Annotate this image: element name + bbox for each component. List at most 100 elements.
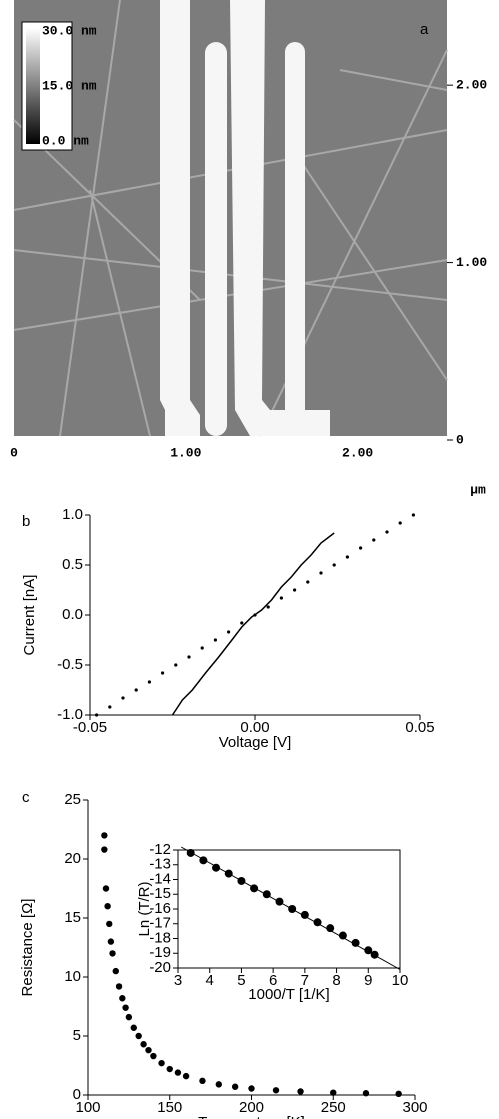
y-tick-label: 1.0 (62, 506, 83, 523)
data-point (411, 513, 415, 517)
data-point (326, 924, 335, 933)
y-tick-label: 0.0 (62, 606, 83, 623)
data-point (266, 605, 270, 609)
data-point (140, 1041, 147, 1048)
x-tick-label: 3 (174, 972, 182, 989)
x-tick-label: 9 (364, 972, 372, 989)
data-point (187, 655, 191, 659)
y-tick-label: -0.5 (57, 656, 83, 673)
data-point (215, 1081, 222, 1088)
data-point (351, 938, 360, 947)
x-tick-label: 100 (75, 1099, 100, 1116)
y-axis-label: Current [nA] (21, 575, 38, 656)
x-tick-label: 200 (239, 1099, 264, 1116)
x-tick-label: 5 (237, 972, 245, 989)
y-tick-label: 20 (64, 850, 81, 867)
data-point (115, 983, 123, 990)
y-axis-label: Ln (T/R) (136, 881, 153, 936)
data-point (130, 1024, 137, 1031)
data-point (158, 1059, 165, 1067)
data-point (107, 938, 115, 945)
y-tick-label: -12 (149, 841, 171, 858)
afm-image (13, 0, 448, 437)
x-axis-label: Voltage [V] (219, 734, 292, 751)
x-tick-label: 0 (10, 445, 18, 460)
y-tick-label: -18 (149, 929, 171, 946)
y-tick-label: -1.0 (57, 706, 83, 723)
data-point (398, 521, 402, 525)
data-point (112, 967, 119, 975)
y-tick-label: -13 (149, 856, 171, 873)
y-tick-label: -14 (149, 870, 171, 887)
data-point (106, 920, 113, 928)
data-point (338, 931, 347, 940)
data-point (385, 530, 389, 534)
data-point (102, 885, 110, 892)
x-tick-label: 0.05 (405, 719, 434, 736)
y-tick-label: 25 (64, 791, 81, 808)
data-point (200, 646, 204, 650)
data-point (199, 1077, 206, 1085)
y-tick-label: 10 (64, 968, 81, 985)
data-point (145, 1046, 152, 1054)
y-tick-label: -16 (149, 900, 171, 917)
x-tick-label: 2.00 (342, 445, 373, 460)
data-point (186, 848, 195, 857)
data-point (395, 1090, 402, 1098)
colorbar-label: 30.0 nm (42, 23, 97, 38)
data-point (161, 671, 165, 675)
x-tick-label: 1.00 (170, 445, 201, 460)
data-point (108, 705, 112, 709)
data-point (213, 638, 217, 642)
data-point (95, 713, 99, 717)
data-point (330, 1089, 337, 1096)
panel-letter: b (22, 513, 30, 530)
data-point (272, 1087, 280, 1094)
data-point (125, 1013, 133, 1021)
data-point (119, 995, 126, 1002)
data-point (150, 1052, 157, 1060)
data-point (104, 903, 111, 910)
x-tick-label: 150 (157, 1099, 182, 1116)
data-point (166, 1065, 173, 1073)
data-point (174, 1069, 182, 1076)
data-point (372, 538, 376, 542)
colorbar-label: 0.0 nm (42, 133, 89, 148)
x-axis-label: Temperature [K] (198, 1114, 305, 1119)
x-tick-label: 250 (321, 1099, 346, 1116)
x-tick-label: 0.00 (240, 719, 269, 736)
y-tick-label: 2.00 (456, 78, 487, 93)
data-point (101, 832, 108, 839)
x-tick-label: 10 (392, 972, 409, 989)
data-point (174, 663, 178, 667)
y-tick-label: 0 (73, 1086, 81, 1103)
colorbar-label: 15.0 nm (42, 78, 97, 93)
x-tick-label: 6 (269, 972, 277, 989)
y-tick-label: 1.00 (456, 255, 487, 270)
data-point (122, 1004, 129, 1011)
data-line (180, 846, 401, 970)
data-point (227, 630, 231, 634)
data-point (109, 950, 116, 957)
data-point (182, 1072, 190, 1080)
x-tick-label: 4 (206, 972, 214, 989)
data-point (135, 1032, 142, 1040)
data-point (240, 621, 244, 625)
data-point (101, 846, 108, 853)
y-tick-label: -20 (149, 959, 171, 976)
data-point (345, 555, 349, 559)
x-unit: µm (470, 482, 486, 497)
panel-letter: a (420, 21, 429, 38)
data-line (171, 532, 335, 716)
y-tick-label: 15 (64, 909, 81, 926)
data-point (279, 596, 283, 600)
data-point (362, 1090, 370, 1097)
data-point (134, 688, 138, 692)
data-point (359, 546, 363, 550)
data-point (231, 1083, 239, 1090)
data-point (332, 563, 336, 567)
y-tick-label: -15 (149, 885, 171, 902)
data-point (147, 680, 151, 684)
